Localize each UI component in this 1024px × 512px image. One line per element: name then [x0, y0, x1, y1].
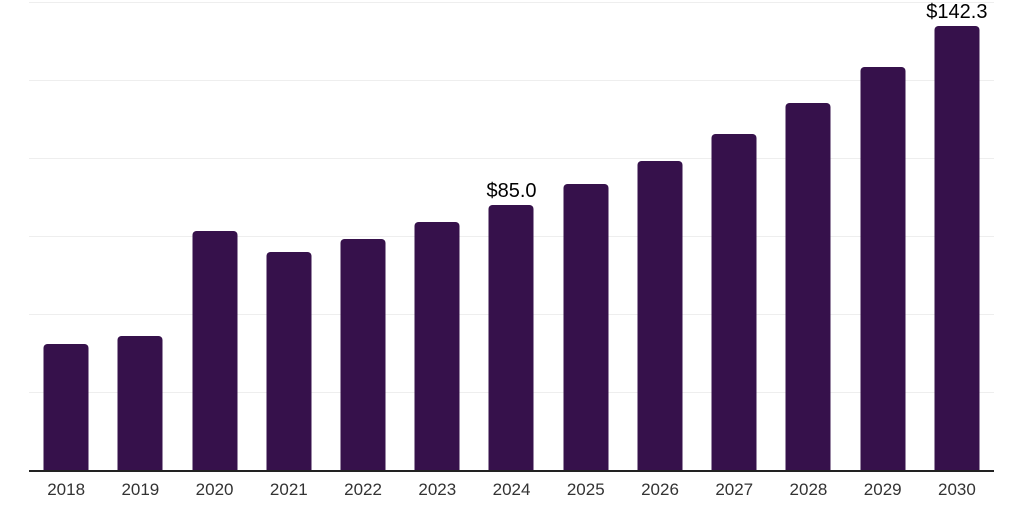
bar-band-2025 [549, 2, 623, 470]
bar-band-2022 [326, 2, 400, 470]
plot-area: $85.0 $142.3 [29, 2, 994, 472]
x-tick-label-2018: 2018 [47, 480, 86, 499]
x-axis-labels: 2018 2019 2020 2021 2022 2023 2024 2025 2026 2027… [29, 480, 994, 500]
gridline-150 [29, 2, 994, 3]
bar-band-2030: $142.3 [920, 2, 994, 470]
bar-band-2018 [29, 2, 103, 470]
x-axis-line [29, 470, 994, 472]
x-tick-label-2023: 2023 [418, 480, 457, 499]
x-tick-label-2026: 2026 [641, 480, 679, 499]
bar-2019 [117, 336, 163, 470]
bar-2029 [860, 66, 906, 470]
gridline-100 [29, 158, 994, 159]
bar-2026 [637, 161, 683, 470]
x-tick-label-2021: 2021 [269, 480, 308, 499]
x-tick-label-2024: 2024 [492, 480, 531, 499]
bar-2023 [414, 221, 460, 470]
bar-band-2021 [252, 2, 326, 470]
x-tick-label-2030: 2030 [938, 480, 976, 499]
bar-2021 [266, 251, 312, 470]
bar-band-2019 [103, 2, 177, 470]
x-tick-label-2019: 2019 [121, 480, 160, 499]
bar-2018 [43, 343, 89, 470]
bar-2022 [340, 239, 386, 470]
gridline-125 [29, 80, 994, 81]
x-tick-label-2020: 2020 [195, 480, 234, 499]
bar-band-2020 [177, 2, 251, 470]
x-tick-label-2028: 2028 [789, 480, 828, 499]
bar-band-2023 [400, 2, 474, 470]
bar-band-2024: $85.0 [474, 2, 548, 470]
bar-value-label-2030: $142.3 [926, 1, 988, 24]
bar-2028 [785, 103, 831, 470]
bar-band-2028 [771, 2, 845, 470]
bar-2030 [934, 26, 980, 470]
bar-2020 [192, 231, 238, 470]
bar-2024 [488, 204, 534, 470]
x-tick-label-2025: 2025 [566, 480, 605, 499]
bar-value-label-2024: $85.0 [486, 179, 537, 202]
bar-band-2026 [623, 2, 697, 470]
bar-2025 [563, 183, 609, 470]
bar-band-2029 [846, 2, 920, 470]
x-tick-label-2029: 2029 [863, 480, 902, 499]
bar-2027 [711, 133, 757, 470]
bar-band-2027 [697, 2, 771, 470]
x-tick-label-2027: 2027 [715, 480, 754, 499]
x-tick-label-2022: 2022 [344, 480, 382, 499]
